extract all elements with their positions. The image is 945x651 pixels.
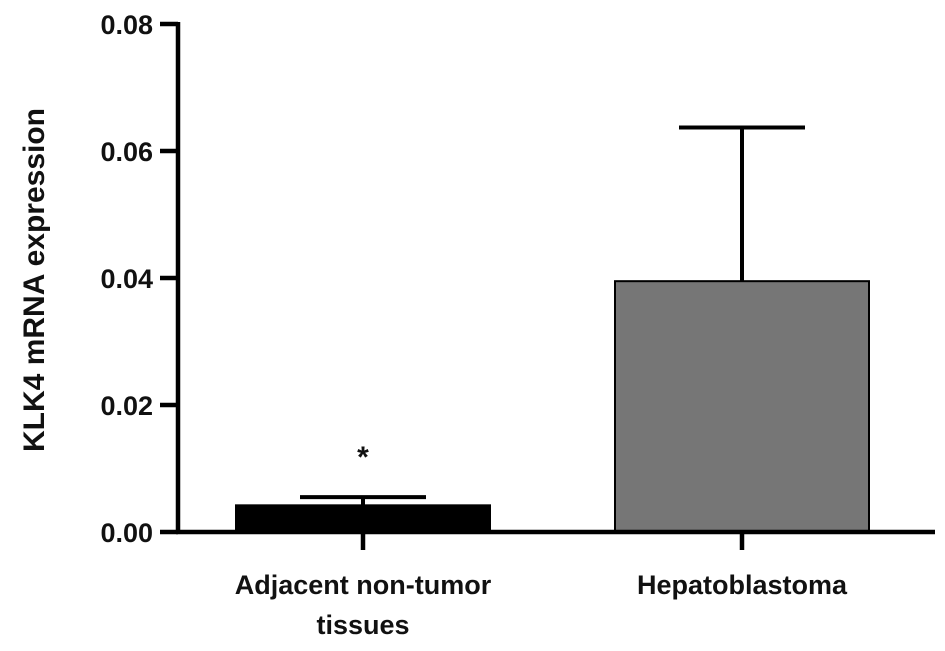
plot-area: 0.00 0.02 0.04 0.06 0.08 Adjacent non-tumor ti… [100, 10, 935, 640]
x-category-label-line: tissues [316, 610, 409, 640]
significance-marker-0: * [357, 441, 369, 474]
x-category-label-0: Adjacent non-tumor tissues [235, 570, 492, 640]
y-tick-label-3: 0.06 [100, 137, 153, 167]
y-tick-label-0: 0.00 [100, 518, 153, 548]
y-axis-label: KLK4 mRNA expression [18, 108, 51, 452]
x-category-label-line: Adjacent non-tumor [235, 570, 492, 600]
y-tick-label-2: 0.04 [100, 264, 153, 294]
y-tick-label-1: 0.02 [100, 391, 153, 421]
bar-0 [235, 504, 491, 533]
y-tick-label-4: 0.08 [100, 10, 153, 40]
bar-1 [614, 280, 870, 533]
x-category-label-line: Hepatoblastoma [637, 570, 848, 600]
x-category-label-1: Hepatoblastoma [637, 570, 848, 600]
